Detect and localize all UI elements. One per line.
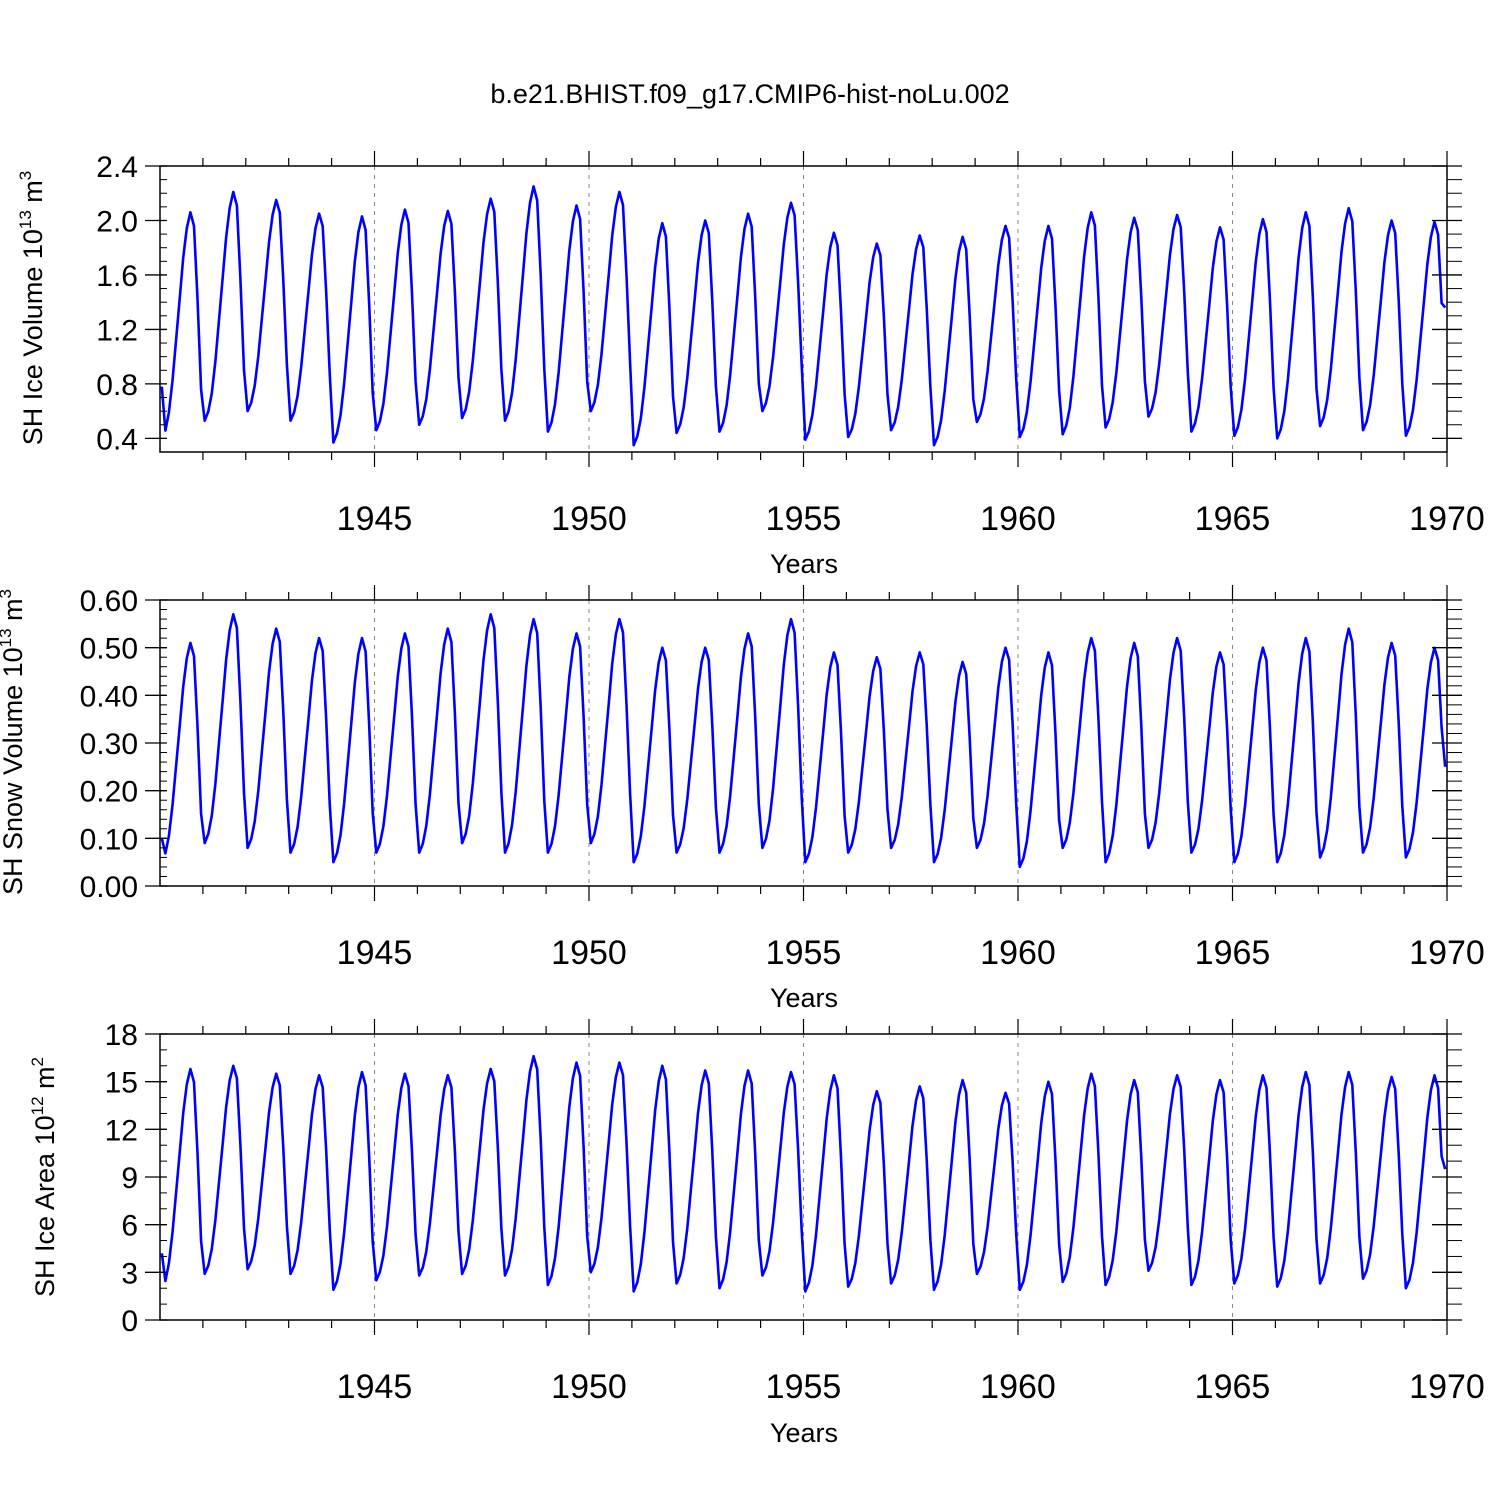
panel-3-xlabel: Years bbox=[770, 1418, 838, 1448]
panel-2-plot: 1945 1950 1955 1960 1965 1970 0.00 0.10 0.20 0.30… bbox=[80, 585, 1485, 972]
ytick-label-0.10: 0.10 bbox=[80, 823, 138, 856]
ytick-label-3: 3 bbox=[121, 1257, 138, 1290]
ytick-label-0.60: 0.60 bbox=[80, 585, 138, 618]
xtick-label-1960: 1960 bbox=[980, 934, 1056, 972]
panel-ice-volume: SH Ice Volume 1013 m3 Years bbox=[16, 171, 838, 579]
plot-layer: 1945 1950 1955 1960 1965 1970 0.4 0.8 1.2 1.6 2.0 2… bbox=[80, 151, 1485, 1406]
xtick-label-1945: 1945 bbox=[337, 1368, 413, 1406]
xtick-label-1945: 1945 bbox=[337, 500, 413, 538]
ytick-label-0.30: 0.30 bbox=[80, 728, 138, 761]
xtick-label-1950: 1950 bbox=[551, 1368, 627, 1406]
ytick-label-0.8: 0.8 bbox=[96, 369, 138, 402]
panel-1-ylabel: SH Ice Volume 1013 m3 bbox=[16, 171, 48, 446]
series-line-sh-ice-volume bbox=[160, 185, 1447, 447]
panel-1-plot: 1945 1950 1955 1960 1965 1970 0.4 0.8 1.2 1.6 2.0 2… bbox=[96, 151, 1485, 538]
xtick-label-1950: 1950 bbox=[551, 934, 627, 972]
ytick-label-0.40: 0.40 bbox=[80, 680, 138, 713]
panel-1-xlabel: Years bbox=[770, 549, 838, 579]
ytick-label-18: 18 bbox=[105, 1019, 138, 1052]
panel-3-plot: 1945 1950 1955 1960 1965 1970 0 3 6 9 12 15 18 bbox=[105, 1019, 1485, 1406]
xtick-label-1965: 1965 bbox=[1195, 500, 1271, 538]
ytick-label-0.50: 0.50 bbox=[80, 633, 138, 666]
xtick-label-1955: 1955 bbox=[766, 500, 842, 538]
ytick-label-0.4: 0.4 bbox=[96, 423, 138, 456]
xtick-label-1965: 1965 bbox=[1195, 934, 1271, 972]
ytick-label-1.6: 1.6 bbox=[96, 260, 138, 293]
series-line-sh-snow-volume bbox=[160, 612, 1447, 869]
panel-3-ylabel: SH Ice Area 1012 m2 bbox=[28, 1057, 60, 1297]
xtick-label-1955: 1955 bbox=[766, 934, 842, 972]
chart-title: b.e21.BHIST.f09_g17.CMIP6-hist-noLu.002 bbox=[490, 79, 1009, 109]
panel-ice-area: SH Ice Area 1012 m2 Years bbox=[28, 1057, 838, 1448]
ytick-label-6: 6 bbox=[121, 1210, 138, 1243]
xtick-label-1970: 1970 bbox=[1409, 500, 1485, 538]
ytick-label-1.2: 1.2 bbox=[96, 314, 138, 347]
xtick-label-1955: 1955 bbox=[766, 1368, 842, 1406]
ytick-label-0.00: 0.00 bbox=[80, 871, 138, 904]
ytick-label-2.4: 2.4 bbox=[96, 151, 138, 184]
ytick-label-9: 9 bbox=[121, 1162, 138, 1195]
panel-2-xlabel: Years bbox=[770, 983, 838, 1013]
ytick-label-2.0: 2.0 bbox=[96, 205, 138, 238]
ytick-label-12: 12 bbox=[105, 1114, 138, 1147]
xtick-label-1970: 1970 bbox=[1409, 1368, 1485, 1406]
ytick-label-15: 15 bbox=[105, 1067, 138, 1100]
xtick-label-1960: 1960 bbox=[980, 1368, 1056, 1406]
xtick-label-1945: 1945 bbox=[337, 934, 413, 972]
ytick-label-0: 0 bbox=[121, 1305, 138, 1338]
series-line-sh-ice-area bbox=[160, 1054, 1447, 1293]
panel-2-ylabel: SH Snow Volume 1013 m3 bbox=[0, 589, 28, 895]
ytick-label-0.20: 0.20 bbox=[80, 776, 138, 809]
panel-snow-volume: SH Snow Volume 1013 m3 Years bbox=[0, 589, 838, 1013]
xtick-label-1970: 1970 bbox=[1409, 934, 1485, 972]
xtick-label-1950: 1950 bbox=[551, 500, 627, 538]
xtick-label-1965: 1965 bbox=[1195, 1368, 1271, 1406]
xtick-label-1960: 1960 bbox=[980, 500, 1056, 538]
